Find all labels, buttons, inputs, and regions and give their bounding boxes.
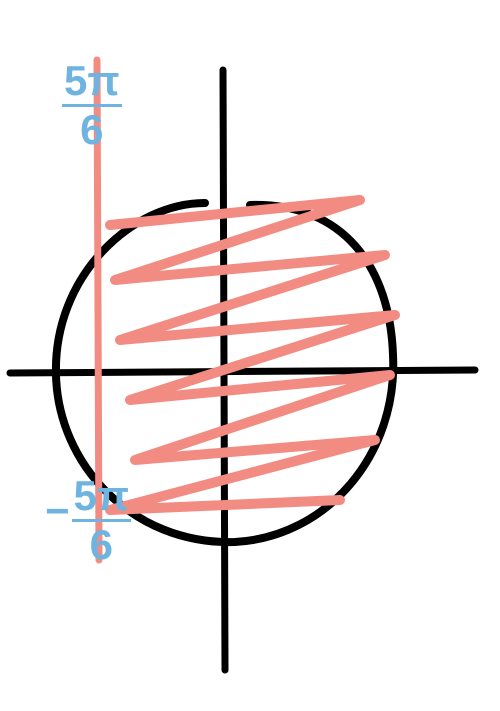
x-axis bbox=[10, 370, 475, 373]
negative-sign: − bbox=[45, 490, 70, 532]
label-bottom-den: 6 bbox=[90, 522, 113, 566]
diagram-canvas: 5π 6 − 5π 6 bbox=[0, 0, 500, 711]
angle-label-bottom: − 5π 6 bbox=[45, 475, 131, 566]
label-bottom-num: 5π bbox=[72, 475, 132, 522]
angle-label-top: 5π 6 bbox=[62, 60, 122, 151]
label-top-num: 5π bbox=[62, 60, 122, 107]
label-top-den: 6 bbox=[80, 107, 103, 151]
